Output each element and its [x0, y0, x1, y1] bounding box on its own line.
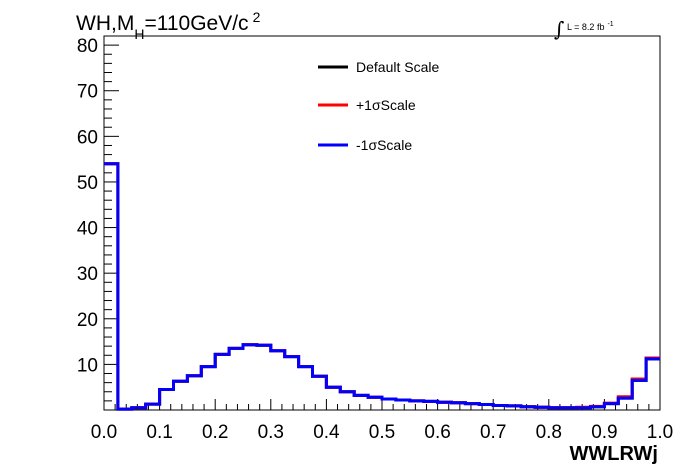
- x-tick-label: 1.0: [647, 422, 673, 443]
- x-tick-label: 0.3: [258, 422, 284, 443]
- luminosity-label: ∫ L = 8.2 fb -1: [554, 17, 614, 41]
- y-tick-label: 80: [77, 36, 98, 57]
- y-tick-label: 40: [77, 219, 98, 240]
- series-group: [104, 162, 660, 411]
- x-tick-label: 0.0: [91, 422, 117, 443]
- y-tick-label: 10: [77, 355, 98, 376]
- x-tick-label: 0.2: [202, 422, 228, 443]
- legend: Default Scale +1σScale -1σScale: [318, 59, 439, 153]
- y-tick-label: 30: [77, 264, 98, 285]
- x-tick-label: 0.8: [536, 422, 562, 443]
- legend-label-3: -1σScale: [356, 137, 412, 153]
- series-line-2: [104, 162, 660, 411]
- legend-label-1: Default Scale: [356, 59, 439, 75]
- y-tick-label: 70: [77, 82, 98, 103]
- chart-title: WH,MH=110GeV/c 2: [76, 9, 261, 42]
- legend-label-2: +1σScale: [356, 97, 416, 113]
- x-axis: 0.0 0.1 0.2 0.3 0.4 0.5 0.6 0.7 0.8 0.9 1.0: [91, 399, 673, 443]
- series-line-1: [104, 162, 660, 411]
- plot-frame: [103, 35, 661, 411]
- chart-title-sup: 2: [253, 9, 261, 25]
- luminosity-text: L = 8.2 fb -1: [567, 21, 614, 32]
- chart-title-rest: =110GeV/c: [144, 12, 248, 35]
- y-tick-label: 60: [77, 127, 98, 148]
- x-tick-label: 0.4: [313, 422, 340, 443]
- x-tick-label: 0.9: [591, 422, 617, 443]
- x-tick-label: 0.6: [424, 422, 450, 443]
- x-tick-label: 0.1: [146, 422, 172, 443]
- x-tick-label: 0.5: [369, 422, 395, 443]
- chart-title-main: WH,M: [76, 12, 134, 35]
- series-line-3: [104, 162, 660, 411]
- x-axis-title: WWLRWj: [570, 443, 659, 465]
- x-tick-label: 0.7: [480, 422, 506, 443]
- y-axis: 10 20 30 40 50 60 70 80: [77, 35, 119, 402]
- chart-title-sub: H: [134, 26, 144, 42]
- y-tick-label: 20: [77, 310, 98, 331]
- luminosity-integral-symbol: ∫: [554, 17, 564, 41]
- y-tick-label: 50: [77, 173, 98, 194]
